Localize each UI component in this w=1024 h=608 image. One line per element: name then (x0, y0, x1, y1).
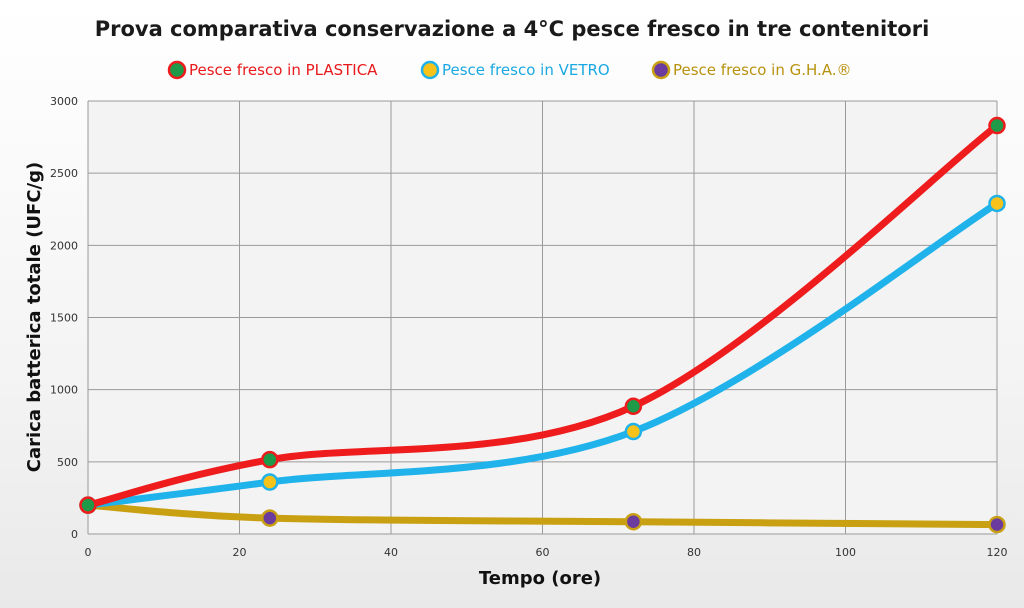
grid (87, 100, 998, 535)
legend-item-2: Pesce fresco in VETRO (420, 60, 610, 80)
y-tick-label: 500 (57, 456, 78, 469)
legend-item-1: Pesce fresco in PLASTICA (167, 60, 378, 80)
legend: Pesce fresco in PLASTICA Pesce fresco in … (167, 60, 852, 80)
x-tick-label: 20 (233, 546, 247, 559)
legend-label: Pesce fresco in PLASTICA (189, 61, 378, 79)
x-axis-title: Tempo (ore) (479, 568, 601, 589)
y-tick-label: 0 (71, 528, 78, 541)
data-point (261, 473, 279, 491)
x-tick-label: 40 (384, 546, 398, 559)
x-tick-label: 100 (835, 546, 856, 559)
data-point (988, 194, 1006, 213)
y-axis: 0 500 1000 1500 2000 2500 3000 (50, 95, 78, 541)
y-tick-label: 2000 (50, 239, 78, 252)
y-tick-label: 2500 (50, 167, 78, 180)
data-point (988, 515, 1006, 534)
legend-item-3: Pesce fresco in G.H.A.® (651, 60, 852, 80)
data-point (79, 496, 97, 514)
x-tick-label: 80 (687, 546, 701, 559)
y-axis-title: Carica batterica totale (UFC/g) (24, 162, 45, 472)
data-point (261, 450, 279, 469)
y-tick-label: 1500 (50, 312, 78, 325)
y-tick-label: 1000 (50, 384, 78, 397)
legend-marker (167, 60, 187, 80)
x-tick-label: 120 (987, 546, 1008, 559)
series-line (84, 501, 1001, 529)
x-tick-label: 0 (85, 546, 92, 559)
legend-label: Pesce fresco in VETRO (442, 61, 610, 79)
data-point (624, 397, 643, 416)
chart-title: Prova comparativa conservazione a 4°C pe… (95, 17, 930, 41)
x-tick-label: 60 (536, 546, 550, 559)
y-tick-label: 3000 (50, 95, 78, 108)
data-point (988, 116, 1006, 135)
series-line (84, 122, 1001, 509)
legend-label: Pesce fresco in G.H.A.® (673, 61, 852, 79)
series-1 (79, 116, 1006, 514)
x-axis: 0 20 40 60 80 100 120 (85, 546, 1008, 559)
legend-marker (420, 60, 440, 80)
series-line (84, 199, 1001, 509)
legend-marker (651, 60, 671, 80)
data-point (624, 422, 643, 441)
series-layer (79, 116, 1006, 534)
data-point (624, 512, 643, 531)
data-point (261, 509, 279, 527)
